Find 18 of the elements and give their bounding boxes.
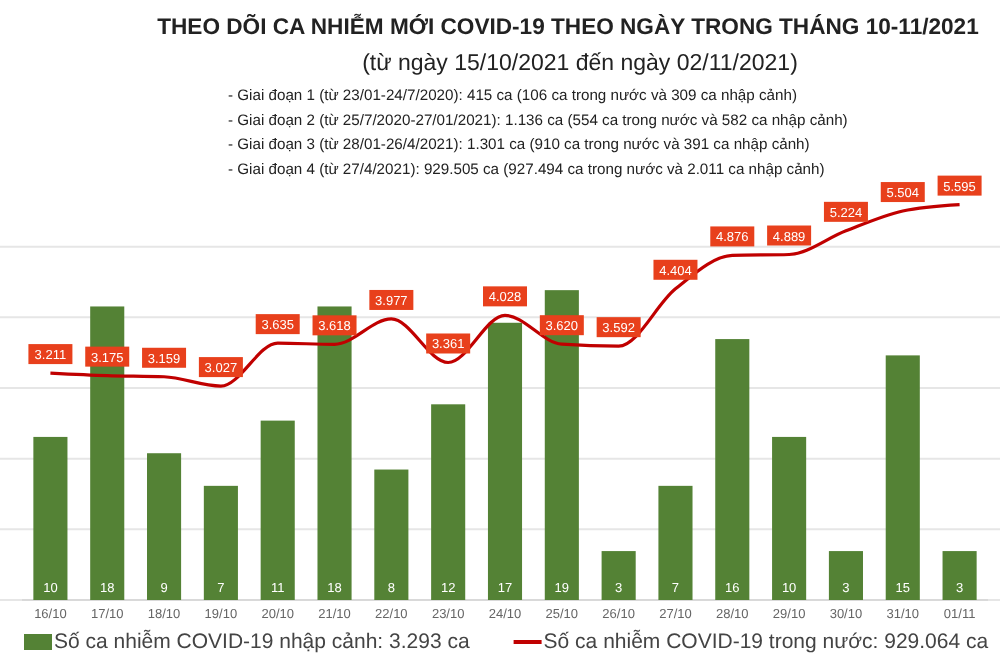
bar — [942, 551, 977, 600]
bar — [658, 485, 693, 600]
bar — [772, 436, 807, 600]
bar — [203, 485, 238, 600]
bar — [601, 551, 636, 600]
chart-subtitle: (từ ngày 15/10/2021 đến ngày 02/11/2021) — [362, 52, 799, 76]
bar — [715, 339, 750, 600]
bar — [487, 322, 523, 600]
bar — [147, 453, 182, 600]
legend-label: Số ca nhiễm COVID-19 trong nước: 929.064 ca — [543, 628, 989, 654]
chart-title: THEO DÕI CA NHIỄM MỚI COVID-19 THEO NGÀY TRONG THÁNG 10-11/2021 — [157, 12, 979, 40]
bar — [33, 436, 68, 600]
bar — [374, 469, 409, 600]
bar — [431, 404, 466, 600]
bar — [828, 551, 863, 600]
bar — [885, 355, 920, 600]
legend-label: Số ca nhiễm COVID-19 nhập cảnh: 3.293 ca — [54, 628, 470, 654]
bar — [260, 420, 295, 600]
